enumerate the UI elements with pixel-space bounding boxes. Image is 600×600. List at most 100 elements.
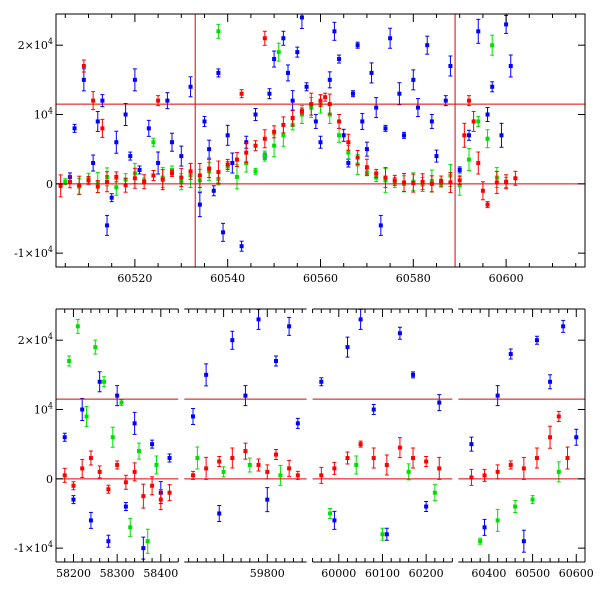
bottom-y-tick-label: 0 <box>46 473 53 486</box>
top-data-point <box>281 116 286 134</box>
bottom-x-tick-label: 60100 <box>365 567 400 580</box>
top-data-point <box>202 115 207 127</box>
bottom-point-holder <box>154 455 159 475</box>
bottom-data-point <box>482 518 487 536</box>
bottom-point-holder <box>332 461 337 475</box>
top-data-point <box>286 64 291 82</box>
bottom-point-holder <box>508 460 513 470</box>
bottom-point-holder <box>123 502 128 512</box>
bottom-data-point <box>469 468 474 486</box>
bottom-point-holder <box>371 447 376 469</box>
top-data-point <box>281 30 286 46</box>
bottom-point-holder <box>397 326 402 340</box>
bottom-data-point <box>106 534 111 548</box>
bottom-point-holder <box>97 371 102 393</box>
bottom-data-point <box>328 507 333 519</box>
top-data-point <box>466 148 471 172</box>
top-data-point <box>188 76 193 98</box>
bottom-point-holder <box>345 336 350 358</box>
bottom-point-holder <box>256 458 261 472</box>
bottom-data-point <box>287 316 292 336</box>
top-data-point <box>318 94 323 108</box>
bottom-point-holder <box>141 536 146 560</box>
bottom-data-point <box>145 528 150 554</box>
bottom-y-tick-label: -1×104 <box>14 540 53 555</box>
top-data-point <box>434 149 439 163</box>
bottom-point-holder <box>191 470 196 480</box>
top-data-point <box>207 139 212 159</box>
top-data-point <box>402 131 407 139</box>
bottom-data-point <box>508 460 513 470</box>
bottom-point-holder <box>115 460 120 470</box>
bottom-point-holder <box>354 455 359 475</box>
bottom-data-point <box>141 483 146 509</box>
bottom-data-point <box>62 467 67 483</box>
top-data-point <box>337 127 342 143</box>
bottom-data-point <box>495 464 500 480</box>
bottom-data-point <box>243 385 248 407</box>
top-data-point <box>383 124 388 132</box>
top-data-point <box>95 110 100 132</box>
bottom-data-point <box>132 411 137 435</box>
bottom-data-point <box>295 417 300 429</box>
bottom-point-holder <box>75 318 80 334</box>
bottom-point-holder <box>265 464 270 480</box>
top-data-point <box>337 113 342 129</box>
top-data-point <box>476 18 481 44</box>
top-data-point <box>304 82 309 92</box>
bottom-point-holder <box>132 411 137 435</box>
bottom-data-point <box>565 446 570 470</box>
top-data-point <box>114 171 119 183</box>
bottom-data-point <box>411 371 416 379</box>
bottom-point-holder <box>384 454 389 476</box>
bottom-y-tick-label: 2×104 <box>18 332 53 347</box>
bottom-point-holder <box>274 355 279 367</box>
top-data-point <box>128 151 133 161</box>
top-plot-area <box>58 14 518 252</box>
top-data-point <box>216 23 221 39</box>
bottom-data-point <box>469 436 474 452</box>
top-data-point <box>378 214 383 236</box>
bottom-data-point <box>71 481 76 491</box>
bottom-point-holder <box>574 428 579 446</box>
bottom-data-point <box>411 447 416 469</box>
bottom-point-holder <box>62 432 67 442</box>
top-data-point <box>146 119 151 137</box>
bottom-data-point <box>102 376 107 388</box>
bottom-point-holder <box>110 426 115 448</box>
bottom-data-point <box>167 484 172 502</box>
bottom-point-holder <box>424 501 429 513</box>
bottom-data-point <box>319 466 324 484</box>
bottom-point-holder <box>432 484 437 502</box>
top-data-point <box>355 149 360 165</box>
bottom-point-holder <box>119 399 124 407</box>
top-x-tick-label: 60540 <box>210 272 245 285</box>
bottom-data-point <box>167 453 172 463</box>
top-y-tick-label: 0 <box>46 178 53 191</box>
bottom-x-tick-label: 58200 <box>56 567 91 580</box>
bottom-x-tick-label: 58400 <box>143 567 178 580</box>
bottom-point-holder <box>437 456 442 480</box>
bottom-data-point <box>141 536 146 560</box>
top-data-point <box>132 68 137 92</box>
top-data-point <box>471 110 476 132</box>
bottom-data-point <box>256 458 261 472</box>
top-series-0 <box>67 14 513 252</box>
bottom-point-holder <box>243 385 248 407</box>
top-data-point <box>91 91 96 111</box>
bottom-data-point <box>384 454 389 476</box>
bottom-point-holder <box>469 468 474 486</box>
bottom-data-point <box>397 437 402 459</box>
top-data-point <box>490 81 495 93</box>
bottom-x-tick-label: 58300 <box>100 567 135 580</box>
bottom-point-holder <box>93 339 98 355</box>
top-data-point <box>411 69 416 91</box>
bottom-data-point <box>354 455 359 475</box>
bottom-point-holder <box>469 436 474 452</box>
bottom-point-holder <box>287 316 292 336</box>
top-data-point <box>355 41 360 49</box>
bottom-point-holder <box>513 500 518 514</box>
bottom-point-holder <box>102 376 107 388</box>
top-data-point <box>77 175 82 195</box>
bottom-data-point <box>274 355 279 367</box>
